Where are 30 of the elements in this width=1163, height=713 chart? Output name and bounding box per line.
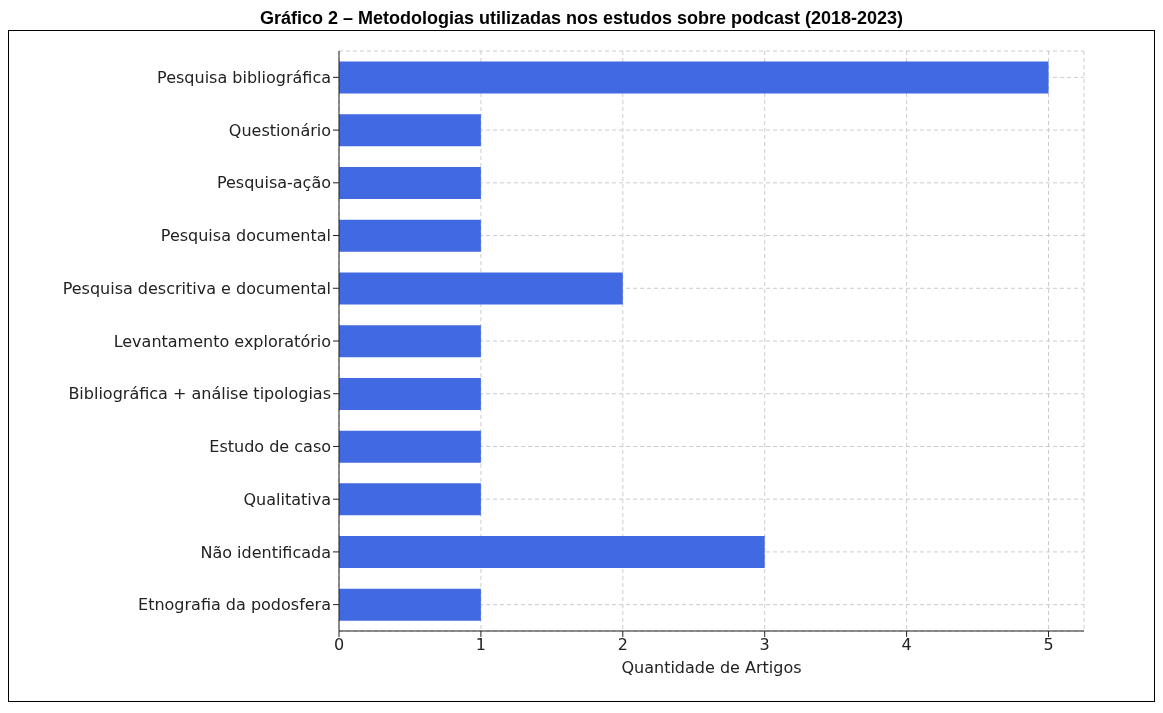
bar <box>339 272 623 305</box>
y-tick-label: Pesquisa descritiva e documental <box>62 278 331 298</box>
y-tick-label: Etnografia da podosfera <box>138 595 331 615</box>
x-tick-label: 4 <box>901 635 912 655</box>
y-tick-label: Pesquisa-ação <box>216 173 331 193</box>
bar <box>339 588 481 621</box>
bar <box>339 430 481 463</box>
x-axis-title: Quantidade de Artigos <box>621 658 802 677</box>
bar <box>339 219 481 252</box>
x-tick-label: 1 <box>475 635 486 655</box>
y-tick-label: Pesquisa documental <box>160 226 331 246</box>
x-tick-label: 3 <box>759 635 770 655</box>
y-tick-label: Estudo de caso <box>209 437 331 457</box>
bar <box>339 536 765 569</box>
bar <box>339 167 481 199</box>
x-tick-label: 0 <box>333 635 345 655</box>
bar <box>339 114 481 147</box>
y-tick-label: Não identificada <box>200 542 331 562</box>
bar <box>339 377 481 410</box>
y-tick-label: Questionário <box>228 120 331 140</box>
chart-title: Gráfico 2 – Metodologias utilizadas nos estudos sobre podcast (2018-2023) <box>258 8 905 30</box>
y-tick-label: Pesquisa bibliográfica <box>157 68 331 88</box>
x-tick-label: 5 <box>1043 635 1054 655</box>
y-tick-label: Bibliográfica + análise tipologias <box>68 384 331 404</box>
bar <box>339 61 1049 94</box>
y-tick-label: Qualitativa <box>243 489 331 509</box>
bar <box>339 483 481 516</box>
bar <box>339 325 481 358</box>
y-tick-label: Levantamento exploratório <box>113 331 331 351</box>
x-tick-label: 2 <box>617 635 628 655</box>
